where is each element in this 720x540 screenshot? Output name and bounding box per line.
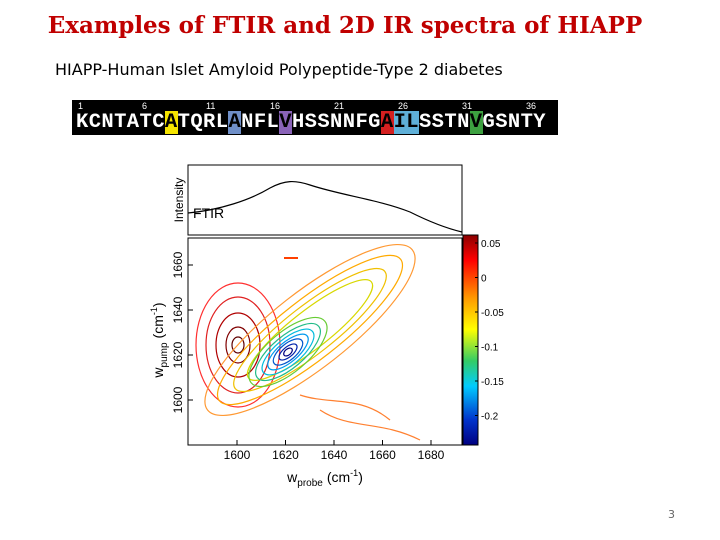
residue-segment: NFL [241,111,280,134]
x-ticks: 1600 1620 1640 1660 1680 [224,440,445,462]
x-tick-label: 1660 [369,448,396,462]
residue-segment: SSTN [418,111,470,134]
plot-frame [187,237,463,446]
residue-number: 1 [78,101,84,111]
residue-segment: V [279,111,292,134]
residue-segment: HSSNNFG [291,111,381,134]
residue-segment: TQRL [177,111,229,134]
y-tick-label: 1600 [171,386,185,413]
residue-segment: A [380,111,394,134]
residue-segment: A [228,111,242,134]
ftir-curve [187,181,463,233]
colorbar-tick-label: 0.05 [481,239,501,250]
x-tick-label: 1680 [418,448,445,462]
y-axis-label: wpump (cm-1) [149,302,170,378]
x-tick-label: 1620 [272,448,299,462]
residue-number: 11 [206,101,216,111]
residue-number: 6 [142,101,148,111]
residue-segment: GSNTY [482,111,547,134]
residue-number: 16 [270,101,281,111]
contours [195,243,421,441]
y-tick-label: 1620 [171,341,185,368]
colorbar [462,234,479,446]
residue-segment: A [164,111,178,134]
residue-number: 36 [526,101,537,111]
residue-number: 26 [398,101,409,111]
label-symbol: w [150,367,166,379]
colorbar-tick-label: -0.2 [481,412,499,423]
colorbar-tick-label: -0.15 [481,377,504,388]
colorbar-tick-label: -0.05 [481,308,504,319]
intensity-label: Intensity [172,178,186,223]
residue-number: 21 [334,101,345,111]
x-axis-label: wprobe (cm-1) [286,468,363,489]
subtitle: HIAPP-Human Islet Amyloid Polypeptide-Ty… [55,60,503,79]
ftir-frame [187,164,463,236]
ftir-label: FTIR [193,205,224,221]
label-subscript: probe [297,478,323,489]
y-tick-label: 1660 [171,251,185,278]
page-number: 3 [668,508,675,521]
y-ticks: 1660 1640 1620 1600 [171,251,193,413]
colorbar-tick-label: -0.1 [481,343,499,354]
residue-number: 31 [462,101,473,111]
label-exponent: -1 [149,307,159,315]
residue-segment: IL [393,111,419,134]
sequence: KCNTATCATQRLANFLVHSSNNFGAILSSTNVGSNTY [76,111,546,134]
label-exponent: -1 [350,468,358,478]
colorbar-ticks: 0.05 0 -0.05 -0.1 -0.15 -0.2 [475,239,504,423]
residue-segment: V [469,111,483,134]
x-tick-label: 1640 [321,448,348,462]
slide-title: Examples of FTIR and 2D IR spectra of HI… [47,12,643,39]
label-unit: (cm [150,315,166,338]
residue-segment: KCNTATC [76,111,165,134]
label-unit: (cm [327,469,350,485]
x-tick-label: 1600 [224,448,251,462]
sequence-box: 1 6 11 16 21 26 31 36 KCNTATCATQRLANFLVHSSNNFGA… [72,100,558,135]
label-symbol: w [286,469,298,485]
y-tick-label: 1640 [171,296,185,323]
label-close: ) [358,469,363,485]
label-close: ) [150,302,166,307]
label-subscript: pump [159,342,170,367]
colorbar-tick-label: 0 [481,274,487,285]
